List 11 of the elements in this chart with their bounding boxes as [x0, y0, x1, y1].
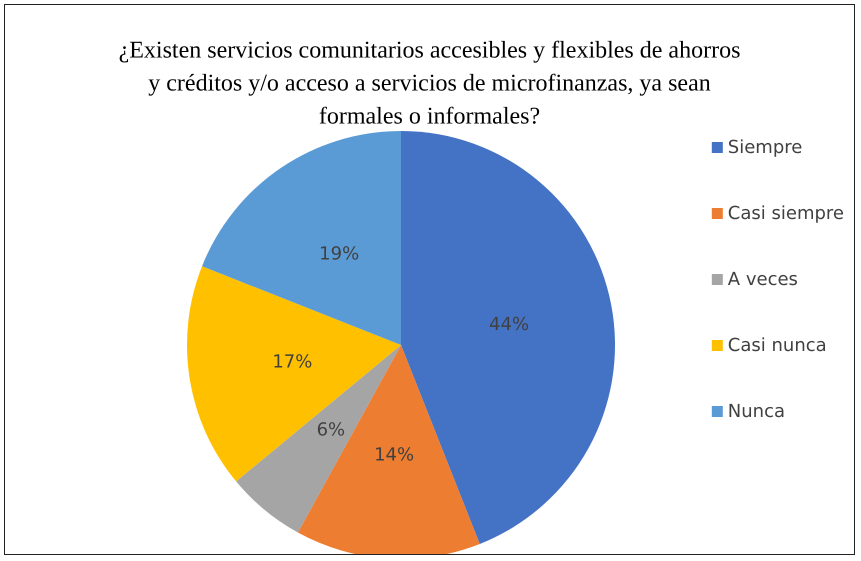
legend-label: Siempre — [728, 137, 802, 158]
data-label: 44% — [489, 314, 530, 335]
data-label: 6% — [316, 419, 346, 440]
legend-label: Nunca — [728, 401, 786, 422]
legend-label: A veces — [728, 269, 798, 290]
data-label: 17% — [272, 352, 312, 373]
chart-title: ¿Existen servicios comunitarios accesibles y flexibles de ahorros y créditos y/o acceso a servicios de microfinanzas, ya sean formales o informales? — [118, 38, 740, 130]
data-label: 19% — [319, 244, 360, 265]
legend-label: Casi siempre — [728, 203, 844, 224]
data-label: 14% — [374, 444, 414, 466]
legend-label: Casi nunca — [728, 335, 827, 356]
